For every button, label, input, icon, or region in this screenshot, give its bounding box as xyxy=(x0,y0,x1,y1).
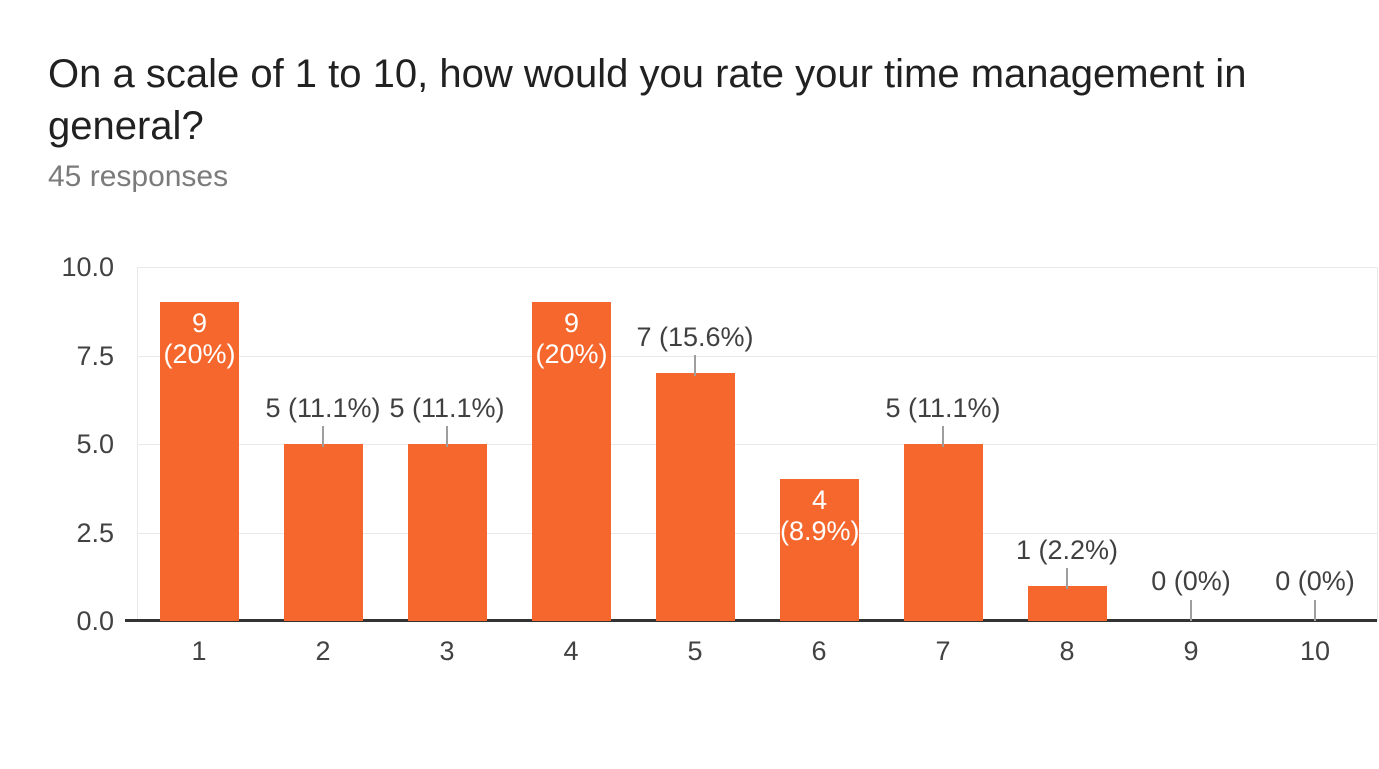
bar-value-label-inside: 4 (8.9%) xyxy=(780,485,860,546)
bar-value-label: 7 (15.6%) xyxy=(636,322,754,352)
x-axis-tick-label-8: 8 xyxy=(1059,636,1075,666)
bar-rating-7[interactable] xyxy=(904,444,983,621)
x-axis-tick-label-1: 1 xyxy=(191,636,207,666)
bar-rating-2[interactable] xyxy=(284,444,363,621)
bar-value-label: 0 (0%) xyxy=(1275,566,1355,596)
title-line-2: general? xyxy=(48,104,204,148)
plot-right-border xyxy=(1377,267,1378,621)
annotation-stem xyxy=(1066,568,1068,589)
x-axis-tick-label-2: 2 xyxy=(315,636,331,666)
bar-value-label: 5 (11.1%) xyxy=(389,393,505,423)
bar-value-label-inside: 9 (20%) xyxy=(535,308,608,369)
annotation-stem xyxy=(1314,600,1316,621)
annotation-stem xyxy=(446,426,448,447)
bar-rating-8[interactable] xyxy=(1028,586,1107,621)
y-axis-tick-label: 10.0 xyxy=(61,252,114,282)
bar-rating-1[interactable] xyxy=(160,302,239,621)
bar-rating-5[interactable] xyxy=(656,373,735,621)
bar-value-label: 0 (0%) xyxy=(1151,566,1231,596)
annotation-stem xyxy=(1190,600,1192,621)
x-axis-tick-label-5: 5 xyxy=(687,636,703,666)
bar-value-label: 5 (11.1%) xyxy=(265,393,381,423)
annotation-stem xyxy=(942,426,944,447)
x-axis-tick-label-4: 4 xyxy=(563,636,579,666)
gridline-7.5 xyxy=(137,356,1377,357)
x-axis-tick-label-10: 10 xyxy=(1299,636,1331,666)
bar-value-label: 5 (11.1%) xyxy=(885,393,1001,423)
gridline-5.0 xyxy=(137,444,1377,445)
annotation-stem xyxy=(322,426,324,447)
x-axis-tick-label-7: 7 xyxy=(935,636,951,666)
y-axis-tick-label: 7.5 xyxy=(76,341,114,371)
y-axis-tick-label: 0.0 xyxy=(76,606,114,636)
y-axis-tick-label: 2.5 xyxy=(76,518,114,548)
chart-question-title: On a scale of 1 to 10, how would you rat… xyxy=(48,48,1268,152)
responses-count: 45 responses xyxy=(48,160,229,193)
x-axis-tick-label-6: 6 xyxy=(811,636,827,666)
gridline-2.5 xyxy=(137,533,1377,534)
x-axis-tick-label-3: 3 xyxy=(439,636,455,666)
bar-value-label: 1 (2.2%) xyxy=(1015,535,1119,565)
annotation-stem xyxy=(694,355,696,376)
bar-value-label-inside: 9 (20%) xyxy=(163,308,236,369)
x-axis-line xyxy=(125,619,1377,622)
title-line-1: On a scale of 1 to 10, how would you rat… xyxy=(48,52,1247,96)
gridline-10.0 xyxy=(137,267,1377,268)
bar-rating-6[interactable] xyxy=(780,479,859,621)
y-axis-tick-label: 5.0 xyxy=(76,429,114,459)
bar-rating-3[interactable] xyxy=(408,444,487,621)
plot-left-border xyxy=(137,267,138,621)
bar-rating-4[interactable] xyxy=(532,302,611,621)
x-axis-tick-label-9: 9 xyxy=(1183,636,1199,666)
